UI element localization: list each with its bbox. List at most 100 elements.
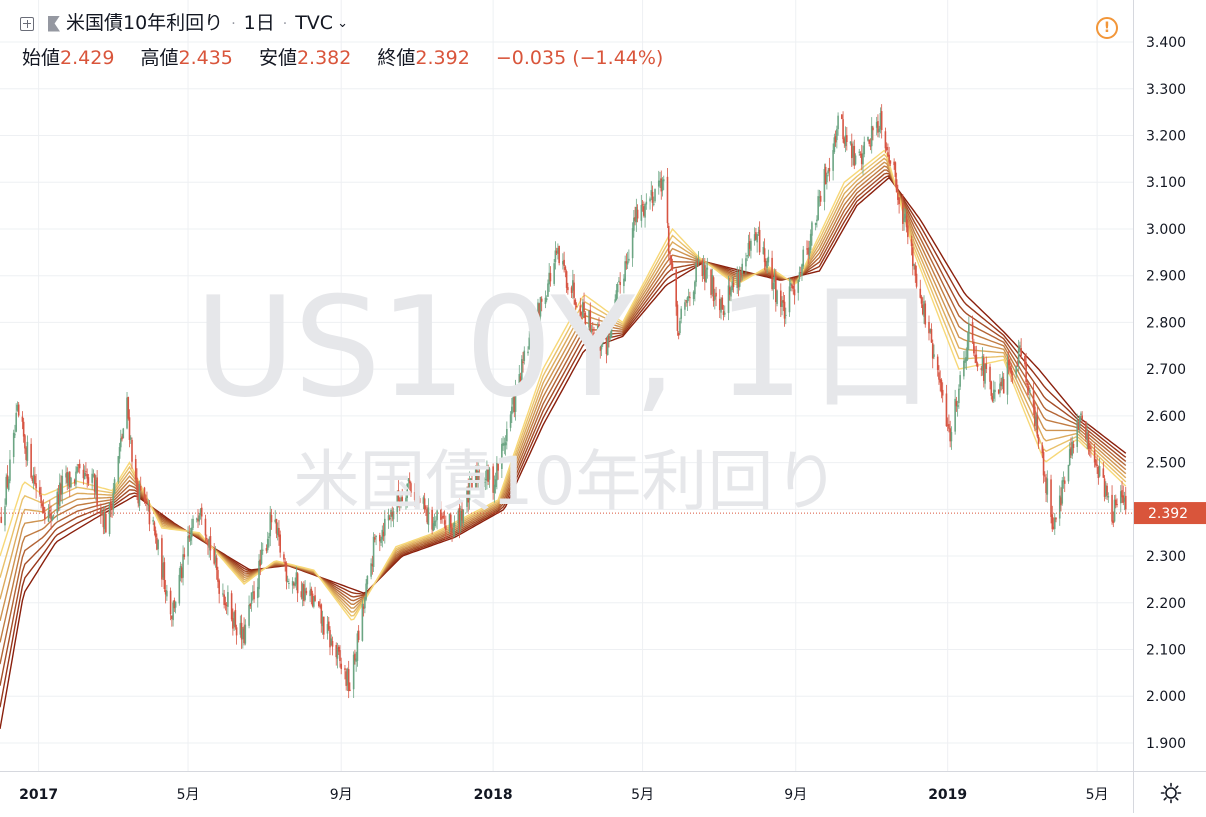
candle (435, 516, 437, 528)
candle (968, 316, 970, 351)
candle (484, 470, 487, 491)
candle (844, 126, 847, 153)
price-axis[interactable]: 3.400 3.300 3.200 3.100 3.000 2.900 2.800 2.700… (1133, 0, 1206, 771)
gear-icon[interactable] (1160, 782, 1182, 804)
interval-label[interactable]: 1日 (243, 12, 275, 34)
price-plot[interactable] (0, 0, 1133, 771)
candle (650, 181, 653, 201)
candle (331, 636, 334, 656)
candle (374, 534, 376, 543)
candle (100, 503, 102, 524)
candle (1077, 419, 1080, 431)
candle (956, 400, 959, 417)
candle (383, 510, 386, 544)
candle (445, 515, 447, 541)
candle (992, 380, 995, 404)
candle (329, 626, 331, 656)
collapse-legend-icon[interactable] (20, 16, 34, 31)
candle (503, 437, 506, 455)
candle (600, 336, 603, 356)
candle (966, 331, 969, 361)
candle (17, 402, 20, 418)
candle (793, 279, 796, 305)
candle (1106, 483, 1108, 501)
flag-icon[interactable] (48, 15, 60, 32)
candle (7, 476, 10, 492)
chart-pane[interactable]: US10Y, 1日 米国債10年利回り 米国債10年利回り · 1日 · TVC… (0, 0, 1133, 771)
candle (253, 581, 255, 603)
candle (415, 484, 417, 506)
candle (712, 275, 715, 307)
time-axis[interactable]: 2017 5月 9月 2018 5月 9月 2019 5月 (0, 771, 1133, 813)
candle (224, 596, 227, 611)
candle (103, 506, 106, 534)
candle (535, 312, 538, 334)
candle (562, 253, 564, 270)
candle (728, 277, 731, 301)
candle (398, 497, 401, 512)
candle (875, 116, 878, 136)
price-tick-label: 2.300 (1146, 549, 1186, 565)
candle (73, 478, 76, 487)
settings-corner[interactable] (1133, 771, 1206, 813)
symbol-name[interactable]: 米国債10年利回り (66, 12, 224, 34)
candle (710, 268, 712, 299)
candle (274, 510, 277, 524)
candle (458, 498, 461, 539)
candle (867, 136, 869, 142)
candle (143, 486, 146, 504)
candle (606, 326, 609, 356)
candle (117, 456, 120, 485)
candle (801, 263, 803, 281)
candle (233, 611, 235, 631)
candle (863, 136, 866, 158)
exchange-label[interactable]: TVC (295, 12, 334, 34)
candle (596, 322, 599, 344)
candle (634, 206, 636, 226)
candle (520, 355, 523, 389)
candle (1116, 498, 1118, 508)
candle (705, 262, 707, 284)
candle (200, 503, 203, 525)
candle (877, 114, 879, 138)
candle (868, 139, 871, 147)
chevron-down-icon[interactable]: ⌄ (337, 16, 348, 31)
candle (782, 292, 785, 312)
candle (601, 328, 604, 347)
candle (390, 508, 392, 528)
candle (563, 251, 565, 273)
candle (836, 125, 838, 149)
candle (401, 488, 404, 504)
candle (223, 589, 225, 609)
candle (171, 615, 173, 627)
candle (372, 532, 375, 573)
candle (357, 625, 360, 643)
candle (814, 222, 817, 231)
candle (913, 263, 915, 270)
candle (319, 598, 321, 609)
ma-line-7 (0, 172, 1127, 686)
candle (1088, 442, 1091, 457)
alert-icon[interactable]: ! (1096, 17, 1118, 39)
candle (49, 500, 51, 519)
candle (1085, 420, 1087, 442)
candle (746, 255, 748, 262)
candle (26, 435, 29, 466)
time-tick-label: 5月 (1086, 787, 1109, 803)
candle (479, 472, 482, 483)
last-price-badge (1134, 502, 1206, 525)
candle (301, 582, 304, 607)
candle (181, 563, 183, 583)
candle (486, 460, 488, 490)
candle (365, 579, 367, 602)
candle (980, 365, 983, 377)
candle (187, 526, 189, 565)
candle (83, 465, 86, 480)
candle (195, 517, 198, 523)
candle (215, 554, 218, 580)
candle (570, 285, 573, 298)
candle (862, 145, 864, 175)
candle (924, 300, 927, 328)
candle (440, 501, 442, 524)
candle (610, 314, 613, 339)
